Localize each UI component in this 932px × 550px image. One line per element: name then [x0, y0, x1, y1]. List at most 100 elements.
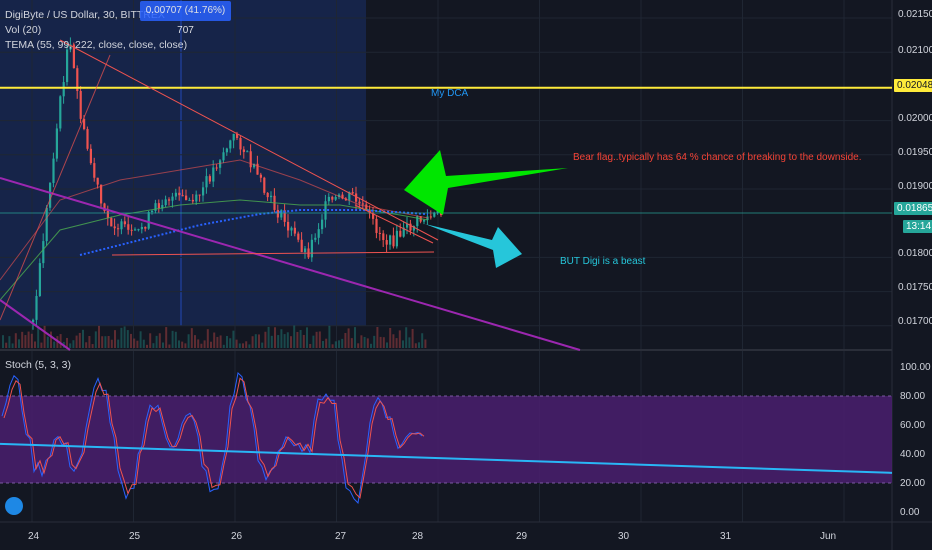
volume-bar [283, 334, 286, 348]
volume-bar [142, 339, 145, 348]
volume-bar [171, 330, 174, 348]
candle-body [331, 196, 334, 200]
volume-bar [133, 338, 136, 348]
candle-body [314, 237, 317, 240]
candle-body [66, 49, 69, 83]
candle-body [32, 319, 35, 323]
candle-body [280, 210, 283, 218]
tema-label: TEMA (55, 99, 222, close, close, close) [5, 39, 188, 51]
stoch-tick: 20.00 [900, 478, 926, 489]
volume-bar [398, 330, 401, 348]
volume-bar [379, 336, 382, 348]
candle-body [127, 224, 130, 230]
volume-bar [322, 340, 324, 348]
candle-body [52, 158, 55, 183]
candle-body [399, 230, 402, 237]
price-tick: 0.02150 [898, 9, 932, 20]
candle-body [154, 203, 157, 211]
volume-bar [373, 335, 376, 348]
symbol-title: DigiByte / US Dollar, 30, BITTREX [5, 9, 165, 21]
candle-body [198, 194, 201, 196]
volume-bar [411, 328, 414, 348]
volume-bar [72, 340, 75, 348]
volume-bar [312, 335, 315, 348]
candle-body [69, 44, 72, 50]
last-price-tag: 0.01865 [894, 202, 932, 215]
candle-body [324, 201, 327, 220]
volume-bar [315, 331, 318, 348]
volume-bar [354, 327, 356, 348]
candle-body [59, 96, 62, 129]
candle-body [93, 163, 96, 178]
volume-bar [27, 331, 30, 348]
candle-body [62, 82, 65, 97]
stoch-d-line [3, 377, 425, 499]
candle-body [174, 192, 177, 197]
volume-bar [139, 331, 142, 348]
volume-bar [299, 329, 302, 348]
candle-body [389, 235, 392, 245]
volume-bar [46, 336, 49, 348]
volume-bar [162, 342, 164, 348]
price-tick: 0.01700 [898, 316, 932, 327]
candle-body [212, 167, 215, 182]
candle-body [215, 167, 218, 169]
candle-body [144, 226, 147, 229]
volume-bar [366, 338, 369, 348]
candle-body [290, 227, 293, 231]
candle-body [232, 133, 235, 141]
candle-body [171, 196, 174, 201]
candle-body [423, 220, 426, 222]
volume-bar [302, 334, 305, 348]
candle-body [35, 295, 38, 320]
volume-bar [341, 338, 344, 348]
volume-bar [229, 338, 232, 348]
candle-body [89, 148, 92, 164]
candle-body [147, 212, 150, 229]
candle-body [96, 177, 99, 185]
candle-body [76, 68, 79, 92]
volume-bar [267, 326, 270, 348]
volume-bar [149, 333, 152, 348]
candle-body [300, 239, 303, 253]
volume-bar [334, 341, 337, 348]
volume-bar [222, 344, 225, 348]
time-tick: Jun [820, 531, 837, 542]
candle-body [249, 151, 252, 168]
candle-body [106, 210, 109, 218]
volume-bar [37, 326, 40, 348]
volume-bar [43, 325, 46, 348]
volume-bar [40, 342, 43, 348]
time-tick: 31 [720, 531, 732, 542]
candle-body [157, 203, 160, 209]
volume-bar [363, 336, 366, 348]
candle-body [409, 223, 412, 231]
volume-bar [94, 331, 97, 348]
volume-bar [376, 326, 379, 348]
candle-body [42, 241, 45, 264]
volume-bar [306, 327, 308, 348]
volume-bar [5, 342, 8, 348]
candle-body [208, 176, 211, 182]
candle-body [246, 151, 249, 153]
time-tick: 29 [516, 531, 528, 542]
volume-bar [146, 344, 148, 348]
volume-bar [370, 343, 372, 348]
stoch-tick: 80.00 [900, 391, 926, 402]
countdown-tag: 13:14 [903, 220, 932, 233]
volume-bar [331, 344, 334, 348]
volume-bar [50, 331, 52, 348]
volume-bar [258, 334, 260, 348]
volume-bar [424, 339, 427, 348]
volume-label: Vol (20) [5, 24, 42, 36]
volume-bar [347, 328, 350, 348]
volume-bar [392, 334, 395, 348]
volume-bar [405, 327, 408, 348]
candle-body [229, 140, 232, 149]
candle-body [205, 176, 208, 188]
candle-body [110, 217, 113, 227]
volume-bar [238, 343, 241, 348]
volume-bar [110, 339, 113, 348]
candle-body [242, 149, 245, 152]
